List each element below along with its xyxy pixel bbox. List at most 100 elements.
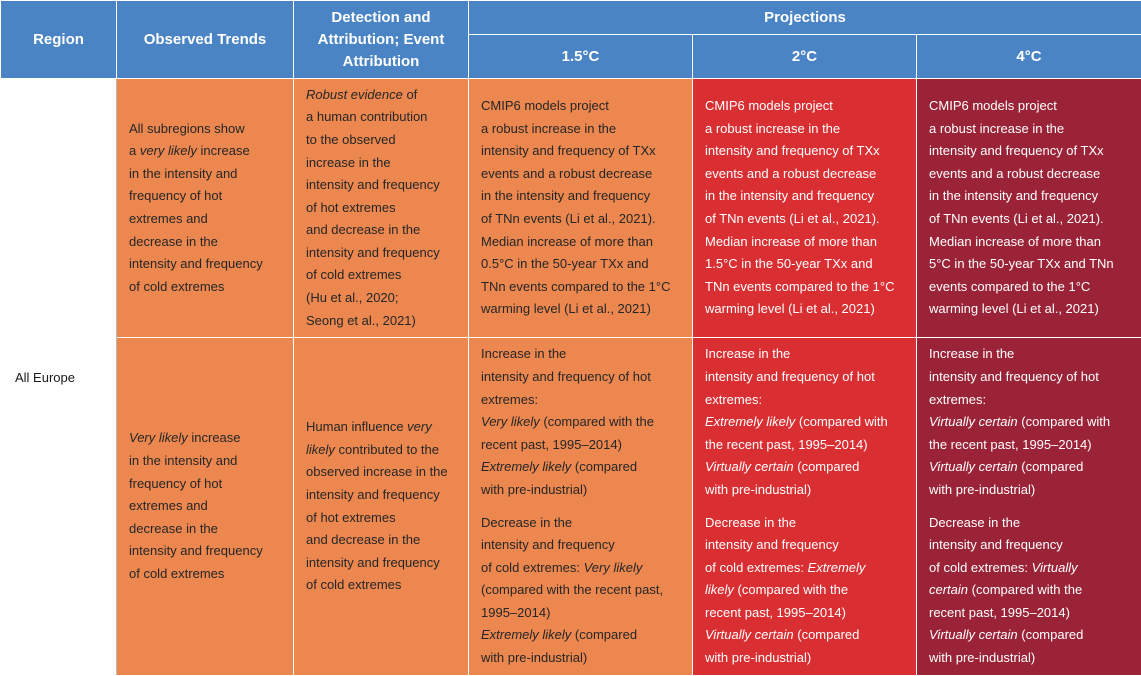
text-line: 1.5°C in the 50-year TXx and [705,253,906,276]
text-line: of cold extremes [306,264,458,287]
italic-term: Extremely likely [481,459,571,474]
text-run: All subregions show [129,121,245,136]
text-line: extremes and [129,208,283,231]
text-line: decrease in the [129,231,283,254]
text-run: CMIP6 models project [929,98,1057,113]
text-line: Median increase of more than [929,231,1131,254]
text-line: and decrease in the [306,219,458,242]
text-line: of TNn events (Li et al., 2021). [929,208,1131,231]
text-line: extremes: [929,389,1131,412]
text-run: a robust increase in the [481,121,616,136]
text-line: in the intensity and frequency [929,185,1131,208]
text-run: intensity and frequency [306,177,440,192]
text-line: TNn events compared to the 1°C [705,276,906,299]
italic-term: likely [306,442,335,457]
text-line: recent past, 1995–2014) [929,602,1131,625]
text-line: intensity and frequency [306,552,458,575]
text-run: decrease in the [129,521,218,536]
text-line: to the observed [306,129,458,152]
text-run: (compared with the [734,582,848,597]
text-line: CMIP6 models project [705,95,906,118]
text-run: of hot extremes [306,200,396,215]
text-line: events and a robust decrease [929,163,1131,186]
text-line: Very likely (compared with the [481,411,682,434]
text-line: recent past, 1995–2014) [705,602,906,625]
text-run: observed increase in the [306,464,448,479]
text-run: Seong et al., 2021) [306,313,416,328]
text-run: intensity and frequency of hot [929,369,1099,384]
header-projections: Projections [469,1,1141,35]
text-line: of cold extremes: Virtually [929,557,1131,580]
text-run: increase [188,430,241,445]
text-run: increase [197,143,250,158]
italic-term: likely [705,582,734,597]
text-line: Decrease in the [705,512,906,535]
text-run: Decrease in the [481,515,572,530]
text-line: of cold extremes: Extremely [705,557,906,580]
text-line: 0.5°C in the 50-year TXx and [481,253,682,276]
italic-term: Virtually certain [705,627,794,642]
text-line: Seong et al., 2021) [306,310,458,333]
text-line: Median increase of more than [481,231,682,254]
italic-term: Virtually certain [929,459,1018,474]
text-line: Increase in the [705,343,906,366]
text-line: events compared to the 1°C [929,276,1131,299]
text-run: intensity and frequency [306,487,440,502]
text-run: (Hu et al., 2020; [306,290,399,305]
text-run: in the intensity and frequency [929,188,1098,203]
text-line: with pre-industrial) [929,479,1131,502]
text-line: a robust increase in the [481,118,682,141]
text-run: (compared with the [968,582,1082,597]
text-line: of cold extremes [129,563,283,586]
text-run: of cold extremes [306,267,401,282]
text-run: with pre-industrial) [481,650,587,665]
text-line: a robust increase in the [929,118,1131,141]
text-line: Extremely likely (compared [481,624,682,647]
text-run: events and a robust decrease [705,166,876,181]
text-run: of cold extremes: [705,560,808,575]
header-scenario-4c: 4°C [917,35,1141,79]
text-line: in the intensity and frequency [705,185,906,208]
text-line: Median increase of more than [705,231,906,254]
text-run: extremes and [129,211,208,226]
text-line: intensity and frequency of TXx [929,140,1131,163]
text-line: in the intensity and frequency [481,185,682,208]
text-run: TNn events compared to the 1°C [705,279,894,294]
italic-term: Extremely likely [481,627,571,642]
text-line: Virtually certain (compared [929,456,1131,479]
paragraph-gap [705,502,906,512]
text-line: Increase in the [481,343,682,366]
text-run: of hot extremes [306,510,396,525]
text-run: frequency of hot [129,188,222,203]
text-run: the recent past, 1995–2014) [705,437,868,452]
text-run: of TNn events (Li et al., 2021). [481,211,656,226]
text-line: Extremely likely (compared with [705,411,906,434]
text-run: a robust increase in the [929,121,1064,136]
text-line: Decrease in the [481,512,682,535]
text-line: and decrease in the [306,529,458,552]
text-run: extremes: [705,392,762,407]
text-run: Increase in the [929,346,1014,361]
text-line: TNn events compared to the 1°C [481,276,682,299]
text-run: events and a robust decrease [481,166,652,181]
text-run: intensity and frequency of TXx [481,143,656,158]
text-run: (compared [794,459,860,474]
italic-term: Very likely [584,560,643,575]
text-line: events and a robust decrease [705,163,906,186]
header-observed-trends: Observed Trends [117,1,294,79]
header-scenario-1-5c: 1.5°C [469,35,693,79]
text-run: (compared [1018,459,1084,474]
text-line: intensity and frequency of TXx [705,140,906,163]
text-run: (compared [794,627,860,642]
text-run: 0.5°C in the 50-year TXx and [481,256,649,271]
text-run: a [129,143,140,158]
text-run: intensity and frequency [129,543,263,558]
text-run: events compared to the 1°C [929,279,1090,294]
text-run: intensity and frequency [306,245,440,260]
text-line: intensity and frequency [129,253,283,276]
italic-term: Virtually certain [929,414,1018,429]
text-run: and decrease in the [306,222,420,237]
text-run: of cold extremes: [481,560,584,575]
